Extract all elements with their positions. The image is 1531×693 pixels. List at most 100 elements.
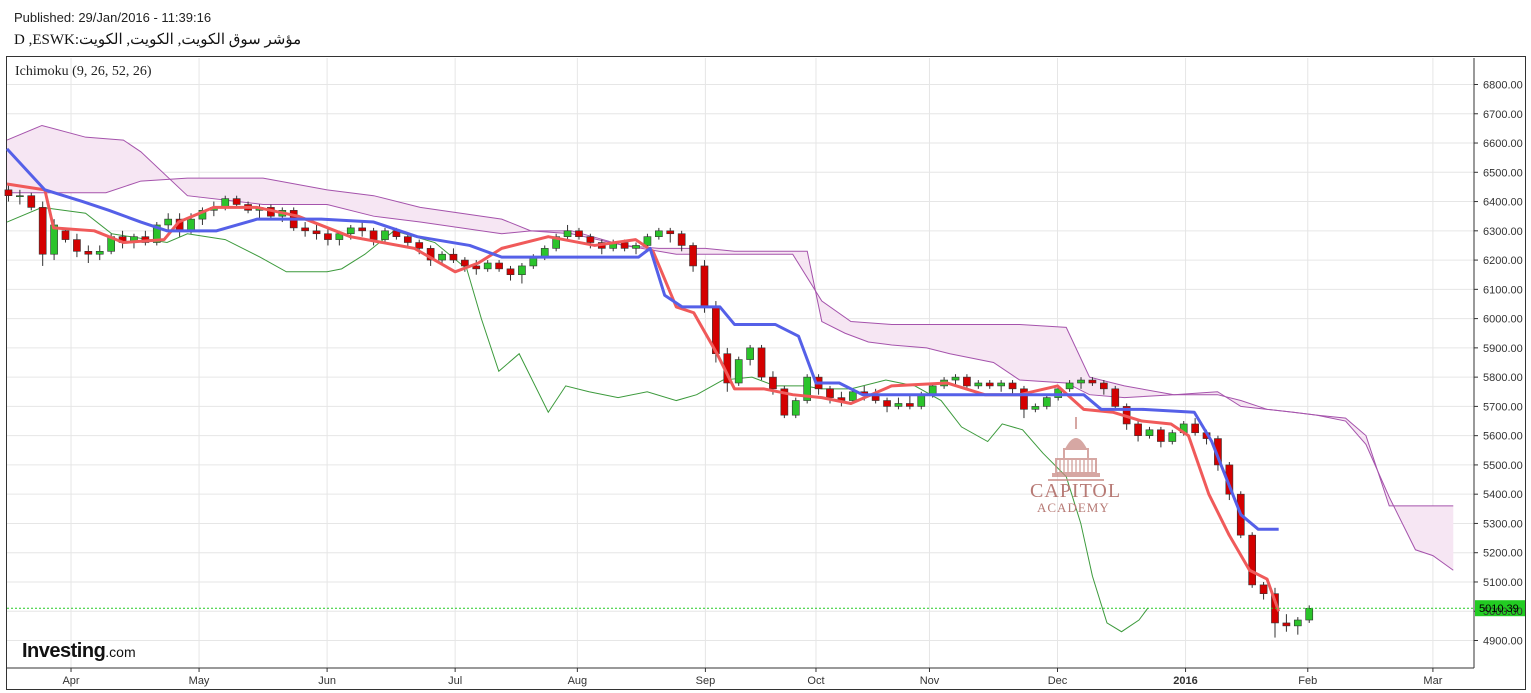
- candle-body: [1157, 429, 1165, 442]
- candle-body: [677, 233, 686, 246]
- candle-body: [73, 239, 81, 252]
- candle-body: [906, 403, 914, 407]
- candle-body: [1168, 432, 1177, 442]
- logo-domain: .com: [105, 644, 136, 660]
- x-tick-label: 2016: [1173, 675, 1197, 687]
- logo-brand: Investing: [22, 640, 106, 662]
- y-tick-label: 6400.00: [1483, 197, 1523, 209]
- candle-body: [16, 195, 24, 197]
- candle-body: [757, 347, 766, 378]
- candle-body: [826, 388, 834, 398]
- candle-body: [381, 230, 389, 240]
- senkou-span-b: [7, 177, 1454, 507]
- candle-body: [666, 230, 675, 235]
- x-tick-label: May: [189, 675, 210, 687]
- investing-logo[interactable]: Investing.com: [22, 640, 136, 663]
- candle-body: [1008, 382, 1017, 390]
- candle-body: [438, 253, 446, 261]
- y-tick-label: 5500.00: [1483, 460, 1523, 472]
- candle-body: [1305, 608, 1314, 621]
- candle-body: [655, 230, 663, 237]
- candle-body: [358, 227, 367, 232]
- last-price-label: 5010.39: [1479, 603, 1519, 615]
- candle-body: [1282, 622, 1291, 627]
- candle-body: [1042, 397, 1051, 407]
- x-tick-label: Sep: [696, 675, 716, 687]
- x-tick-label: Feb: [1298, 675, 1317, 687]
- y-tick-label: 6000.00: [1483, 314, 1523, 326]
- y-tick-label: 5700.00: [1483, 401, 1523, 413]
- candle-body: [769, 376, 777, 390]
- indicator-label: Ichimoku (9, 26, 52, 26): [15, 64, 152, 79]
- candle-body: [620, 242, 629, 249]
- y-tick-label: 6300.00: [1483, 226, 1523, 238]
- candle-body: [324, 233, 332, 240]
- candle-body: [518, 265, 526, 276]
- candle-body: [1191, 423, 1199, 434]
- candle-body: [1248, 534, 1257, 586]
- y-tick-label: 6200.00: [1483, 255, 1523, 267]
- last-price-tag: [1475, 600, 1525, 617]
- candle-body: [1134, 423, 1142, 436]
- candle-body: [1020, 388, 1028, 410]
- candle-body: [187, 218, 195, 232]
- axes: [7, 58, 1525, 672]
- candle-body: [1145, 429, 1154, 436]
- cloud-fill: [7, 125, 1454, 571]
- candle-body: [689, 245, 697, 267]
- candle-body: [38, 207, 47, 255]
- candle-body: [312, 230, 321, 235]
- x-tick-label: Jun: [318, 675, 336, 687]
- y-tick-label: 5900.00: [1483, 343, 1523, 355]
- candle-body: [61, 230, 70, 240]
- candle-body: [95, 251, 104, 255]
- candle-body: [848, 391, 857, 401]
- candle-body: [232, 198, 241, 205]
- candle-body: [164, 218, 173, 226]
- candle-body: [894, 403, 903, 407]
- y-tick-label: 6100.00: [1483, 284, 1523, 296]
- kijun-line: [5, 147, 1279, 531]
- candle-body: [985, 382, 994, 387]
- wm-base: [1052, 473, 1100, 477]
- tenkan-line: [6, 182, 1281, 612]
- kijun-sen: [5, 147, 1279, 531]
- candle-body: [301, 227, 309, 232]
- candle-body: [1088, 379, 1097, 384]
- x-tick-label: Dec: [1048, 675, 1068, 687]
- candle-body: [734, 359, 743, 384]
- y-tick-label: 6600.00: [1483, 138, 1523, 150]
- x-tick-label: Apr: [62, 675, 79, 687]
- chikou-span: [6, 206, 1149, 633]
- y-tick-label: 6700.00: [1483, 109, 1523, 121]
- candle-body: [1100, 382, 1108, 390]
- y-tick-label: 4900.00: [1483, 636, 1523, 648]
- candle-body: [746, 347, 754, 360]
- x-tick-label: Nov: [920, 675, 940, 687]
- chart-frame: [6, 56, 1526, 690]
- candle-body: [1111, 388, 1120, 407]
- candle-body: [632, 245, 640, 249]
- candle-body: [403, 236, 412, 243]
- candle-body: [152, 224, 161, 243]
- y-tick-label: 6800.00: [1483, 80, 1523, 92]
- candle-body: [575, 230, 583, 237]
- y-tick-label: 5600.00: [1483, 431, 1523, 443]
- candle-body: [803, 376, 812, 401]
- y-tick-label: 5800.00: [1483, 372, 1523, 384]
- wm-drum: [1063, 448, 1089, 460]
- x-tick-label: Jul: [448, 675, 462, 687]
- candle-body: [643, 236, 652, 246]
- y-tick-label: 5300.00: [1483, 518, 1523, 530]
- candle-body: [974, 382, 983, 387]
- y-tick-label: 6500.00: [1483, 167, 1523, 179]
- y-tick-label: 5400.00: [1483, 489, 1523, 501]
- watermark-subtitle: ACADEMY: [1037, 500, 1110, 515]
- tenkan-sen: [6, 182, 1281, 612]
- candle-body: [951, 376, 960, 381]
- wm-dome: [1065, 438, 1087, 449]
- watermark-name: CAPITOL: [1030, 480, 1122, 502]
- candle-body: [563, 230, 572, 237]
- candle-body: [700, 265, 709, 308]
